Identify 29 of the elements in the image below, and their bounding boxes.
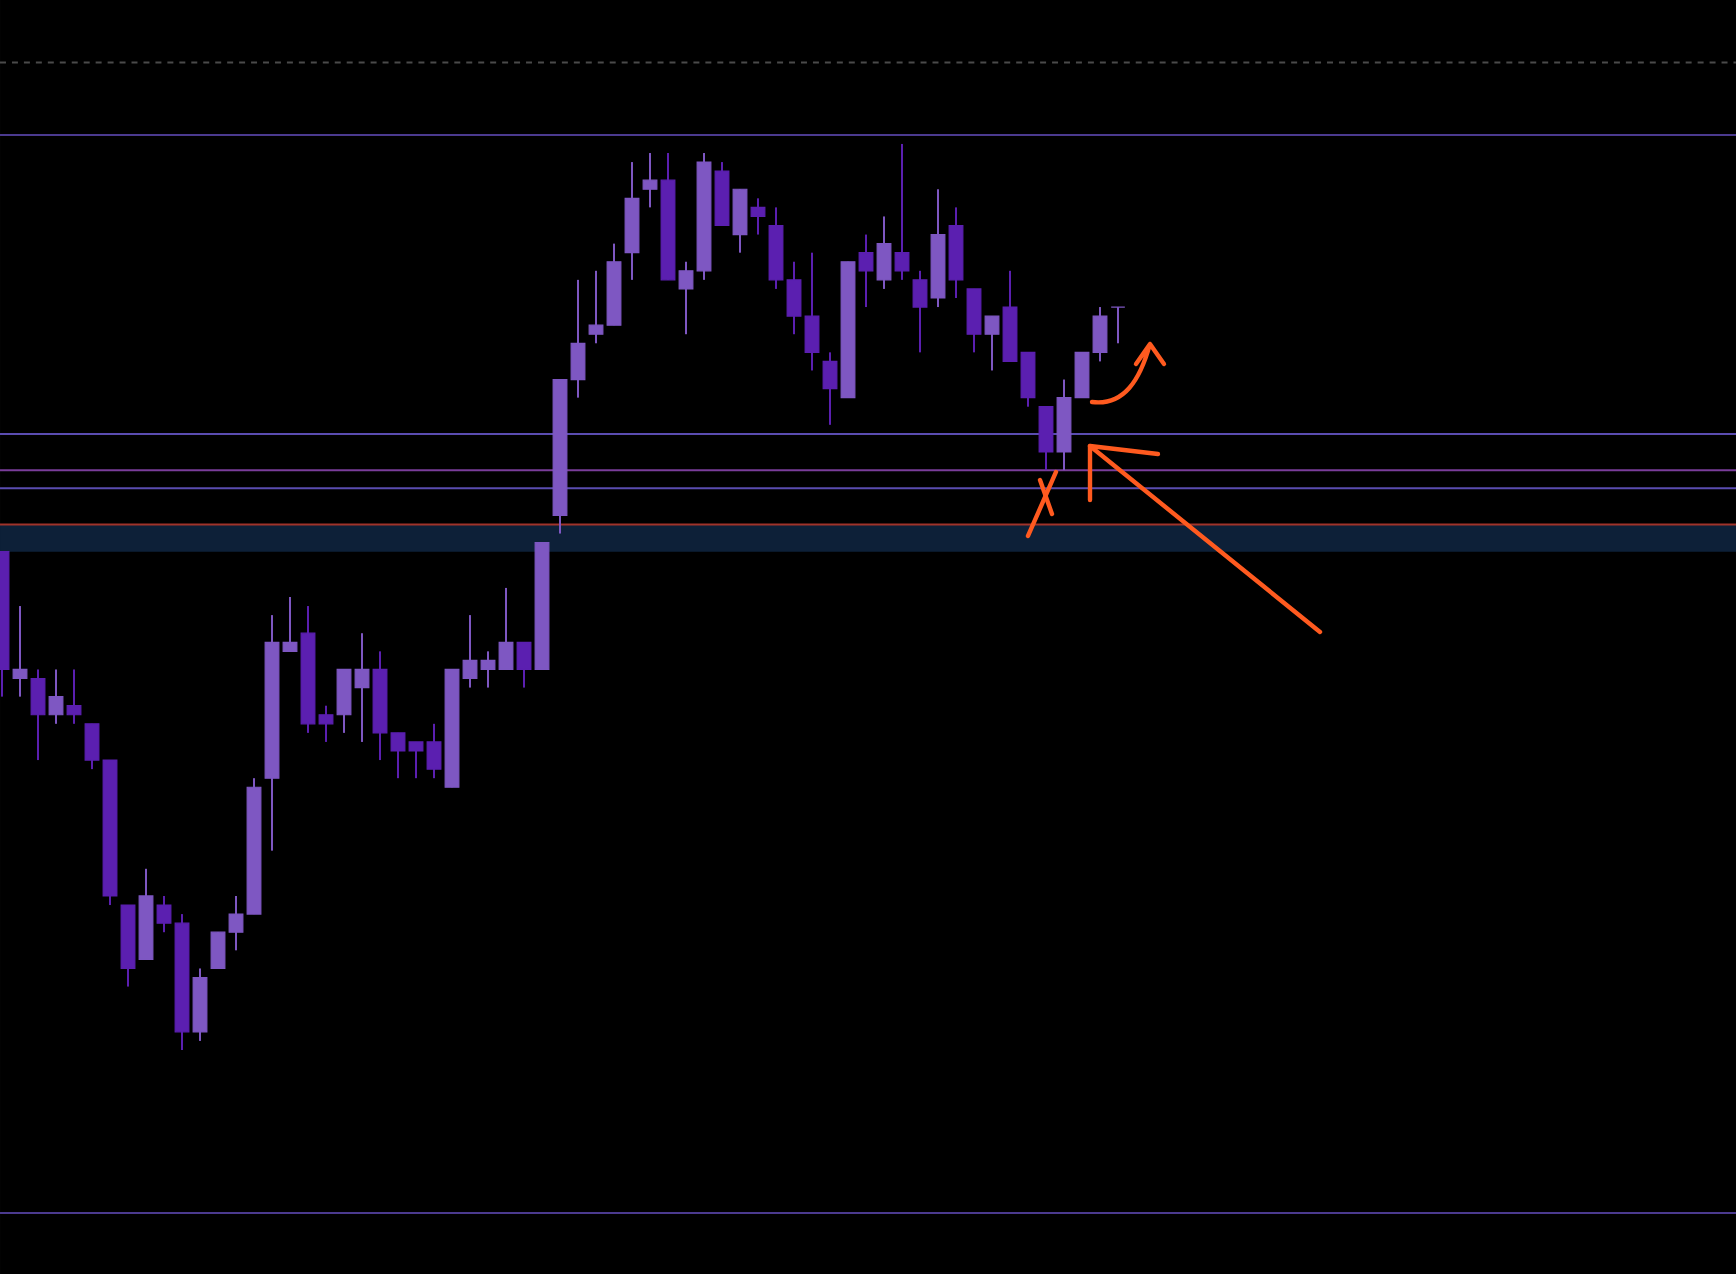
candlestick (1092, 306, 1108, 363)
candlestick (678, 260, 694, 336)
candlestick (570, 278, 586, 399)
candlestick (516, 641, 532, 689)
candlestick (912, 269, 928, 354)
candlestick (354, 632, 370, 743)
candlestick (894, 142, 910, 281)
candlestick (822, 351, 838, 426)
candlestick (282, 595, 298, 653)
candlestick (210, 931, 226, 970)
candlestick (1038, 405, 1054, 472)
candlestick (1020, 351, 1036, 408)
candlestick (588, 269, 604, 345)
candlestick (732, 188, 748, 254)
candlestick (984, 315, 1000, 372)
candlestick (1074, 351, 1090, 399)
candlestick (966, 287, 982, 354)
candlestick (48, 668, 64, 725)
candlestick (336, 668, 352, 734)
candlestick (1110, 306, 1126, 345)
candlestick (876, 215, 892, 290)
candlestick (642, 152, 658, 209)
candlestick (858, 233, 874, 309)
candlestick (318, 704, 334, 743)
candlestick (12, 605, 28, 698)
candlestick (228, 894, 244, 952)
candlestick (30, 668, 46, 762)
candlestick (66, 668, 82, 725)
candlestick (750, 197, 766, 236)
